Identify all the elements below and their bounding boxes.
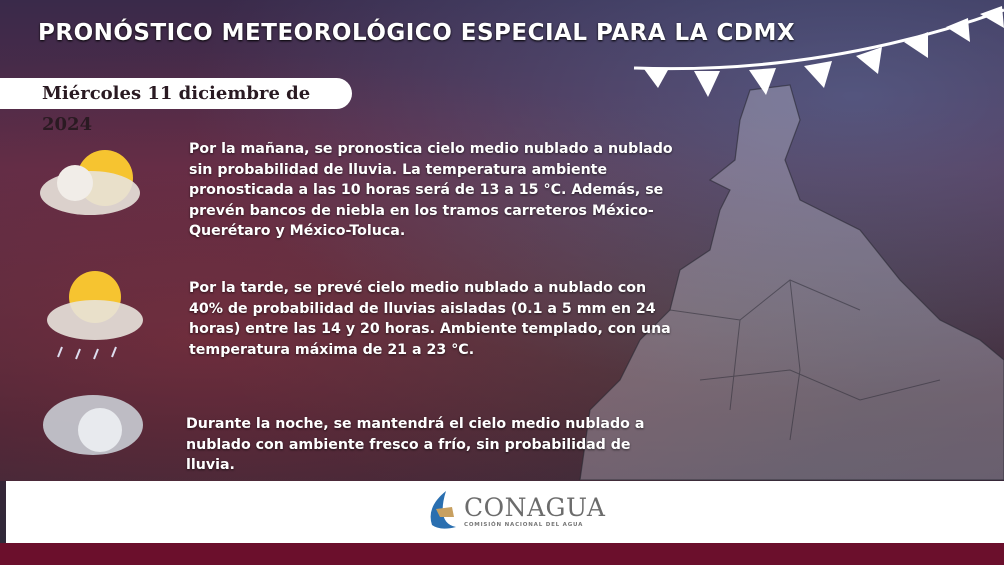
date-label: Miércoles 11 diciembre de 2024 (0, 78, 352, 135)
afternoon-forecast-text: Por la tarde, se prevé cielo medio nubla… (189, 280, 671, 358)
cdmx-map-silhouette (579, 84, 1004, 480)
conagua-emblem-icon (430, 491, 456, 529)
bunting-decoration (633, 6, 1004, 97)
morning-forecast-text: Por la mañana, se pronostica cielo medio… (189, 141, 673, 239)
footer-banner (6, 481, 1004, 543)
footer-bar (0, 543, 1004, 565)
page-title: PRONÓSTICO METEOROLÓGICO ESPECIAL PARA L… (38, 20, 796, 46)
sun-behind-cloud-icon (40, 150, 140, 215)
moon-cloud-icon (43, 395, 143, 455)
logo-name: CONAGUA (464, 492, 606, 522)
logo-subtitle: COMISIÓN NACIONAL DEL AGUA (464, 521, 584, 528)
conagua-logo: CONAGUA COMISIÓN NACIONAL DEL AGUA (424, 489, 605, 531)
sun-cloud-rain-icon (47, 271, 143, 360)
night-forecast-text: Durante la noche, se mantendrá el cielo … (186, 416, 645, 473)
